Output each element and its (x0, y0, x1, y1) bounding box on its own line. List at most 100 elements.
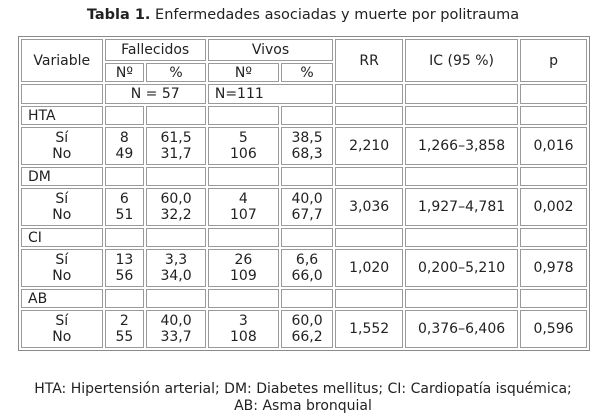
empty-cell (405, 289, 519, 308)
fallecidos-n-no: 51 (115, 207, 134, 223)
header-vivos-n: Nº (207, 63, 279, 82)
header-vivos-pct: % (280, 63, 334, 82)
vivos-n-si: 3 (238, 313, 248, 329)
fallecidos-pct-si: 40,0 (160, 313, 192, 329)
table-caption-label: Tabla 1. (86, 7, 151, 23)
empty-cell (146, 167, 206, 186)
category-si: Sí (55, 313, 69, 329)
empty-cell (146, 289, 206, 308)
fallecidos-pct-no: 32,2 (160, 207, 192, 223)
group-header-row: AB (21, 289, 587, 308)
group-data-row: Sí No 13 56 3,3 34,0 26 109 6,6 66,0 1,020 0,200–5,… (21, 249, 587, 287)
category-no: No (52, 329, 72, 345)
fallecidos-n: 13 56 (104, 249, 145, 287)
vivos-pct: 40,0 67,7 (280, 188, 334, 226)
n-fallecidos: N = 57 (104, 84, 206, 104)
p-value: 0,016 (520, 127, 587, 165)
category: Sí No (21, 249, 103, 287)
ic-value: 1,266–3,858 (405, 127, 519, 165)
rr-value: 3,036 (335, 188, 404, 226)
vivos-n: 26 109 (207, 249, 279, 287)
sample-size-row: N = 57 N=111 (21, 84, 587, 104)
empty-cell (405, 84, 519, 104)
header-row: Variable Fallecidos Vivos RR IC (95 %) p (21, 39, 587, 82)
vivos-pct: 60,0 66,2 (280, 310, 334, 348)
group-name: HTA (21, 106, 103, 125)
fallecidos-pct: 60,0 32,2 (146, 188, 206, 226)
category: Sí No (21, 310, 103, 348)
header-rr: RR (335, 39, 404, 82)
vivos-n-si: 5 (238, 130, 248, 146)
empty-cell (146, 228, 206, 247)
group-data-row: Sí No 6 51 60,0 32,2 4 107 40,0 67,7 3,036 1,927–4,… (21, 188, 587, 226)
fallecidos-n: 8 49 (104, 127, 145, 165)
empty-cell (335, 167, 404, 186)
category-no: No (52, 207, 72, 223)
empty-cell (520, 84, 587, 104)
empty-cell (104, 106, 145, 125)
vivos-n-si: 4 (238, 191, 248, 207)
empty-cell (207, 228, 279, 247)
fallecidos-n-si: 2 (119, 313, 129, 329)
vivos-pct-no: 66,0 (291, 268, 323, 284)
subheader-row: Nº % Nº % (21, 63, 587, 82)
category-no: No (52, 268, 72, 284)
header-p: p (520, 39, 587, 82)
vivos-pct-no: 68,3 (291, 146, 323, 162)
group-name: CI (21, 228, 103, 247)
fallecidos-n-si: 13 (115, 252, 134, 268)
empty-cell (335, 228, 404, 247)
ic-value: 1,927–4,781 (405, 188, 519, 226)
empty-cell (104, 228, 145, 247)
rr-value: 1,552 (335, 310, 404, 348)
vivos-pct: 38,5 68,3 (280, 127, 334, 165)
vivos-n: 5 106 (207, 127, 279, 165)
category-si: Sí (55, 191, 69, 207)
fallecidos-pct-no: 34,0 (160, 268, 192, 284)
header-fallecidos: Fallecidos (104, 39, 206, 61)
footnote-line-2: AB: Asma bronquial (234, 398, 372, 414)
vivos-n-no: 108 (230, 329, 257, 345)
empty-cell (405, 228, 519, 247)
fallecidos-pct-si: 60,0 (160, 191, 192, 207)
category-si: Sí (55, 252, 69, 268)
p-value: 0,596 (520, 310, 587, 348)
fallecidos-n-no: 49 (115, 146, 134, 162)
fallecidos-n-si: 8 (119, 130, 129, 146)
group-data-row: Sí No 2 55 40,0 33,7 3 108 60,0 66,2 1,552 0,376–6,… (21, 310, 587, 348)
vivos-n-si: 26 (234, 252, 253, 268)
vivos-n-no: 106 (230, 146, 257, 162)
empty-cell (207, 289, 279, 308)
empty-cell (520, 167, 587, 186)
fallecidos-pct-no: 31,7 (160, 146, 192, 162)
vivos-pct-no: 66,2 (291, 329, 323, 345)
category-si: Sí (55, 130, 69, 146)
empty-cell (104, 167, 145, 186)
vivos-pct-si: 6,6 (295, 252, 319, 268)
header-ic: IC (95 %) (405, 39, 519, 82)
fallecidos-pct-si: 61,5 (160, 130, 192, 146)
header-vivos: Vivos (207, 39, 334, 61)
fallecidos-pct: 61,5 31,7 (146, 127, 206, 165)
header-variable: Variable (21, 39, 103, 82)
empty-cell (520, 106, 587, 125)
empty-cell (335, 84, 404, 104)
empty-cell (520, 289, 587, 308)
footnote-line-1: HTA: Hipertensión arterial; DM: Diabetes… (34, 381, 572, 397)
group-header-row: HTA (21, 106, 587, 125)
table-caption-text: Enfermedades asociadas y muerte por poli… (150, 7, 520, 23)
vivos-pct-si: 60,0 (291, 313, 323, 329)
p-value: 0,002 (520, 188, 587, 226)
vivos-n-no: 109 (230, 268, 257, 284)
empty-cell (280, 289, 334, 308)
empty-cell (21, 84, 103, 104)
category-no: No (52, 146, 72, 162)
empty-cell (146, 106, 206, 125)
empty-cell (280, 167, 334, 186)
empty-cell (280, 228, 334, 247)
group-name: AB (21, 289, 103, 308)
fallecidos-n-no: 56 (115, 268, 134, 284)
data-table: Variable Fallecidos Vivos RR IC (95 %) p… (18, 36, 590, 351)
fallecidos-pct: 3,3 34,0 (146, 249, 206, 287)
p-value: 0,978 (520, 249, 587, 287)
